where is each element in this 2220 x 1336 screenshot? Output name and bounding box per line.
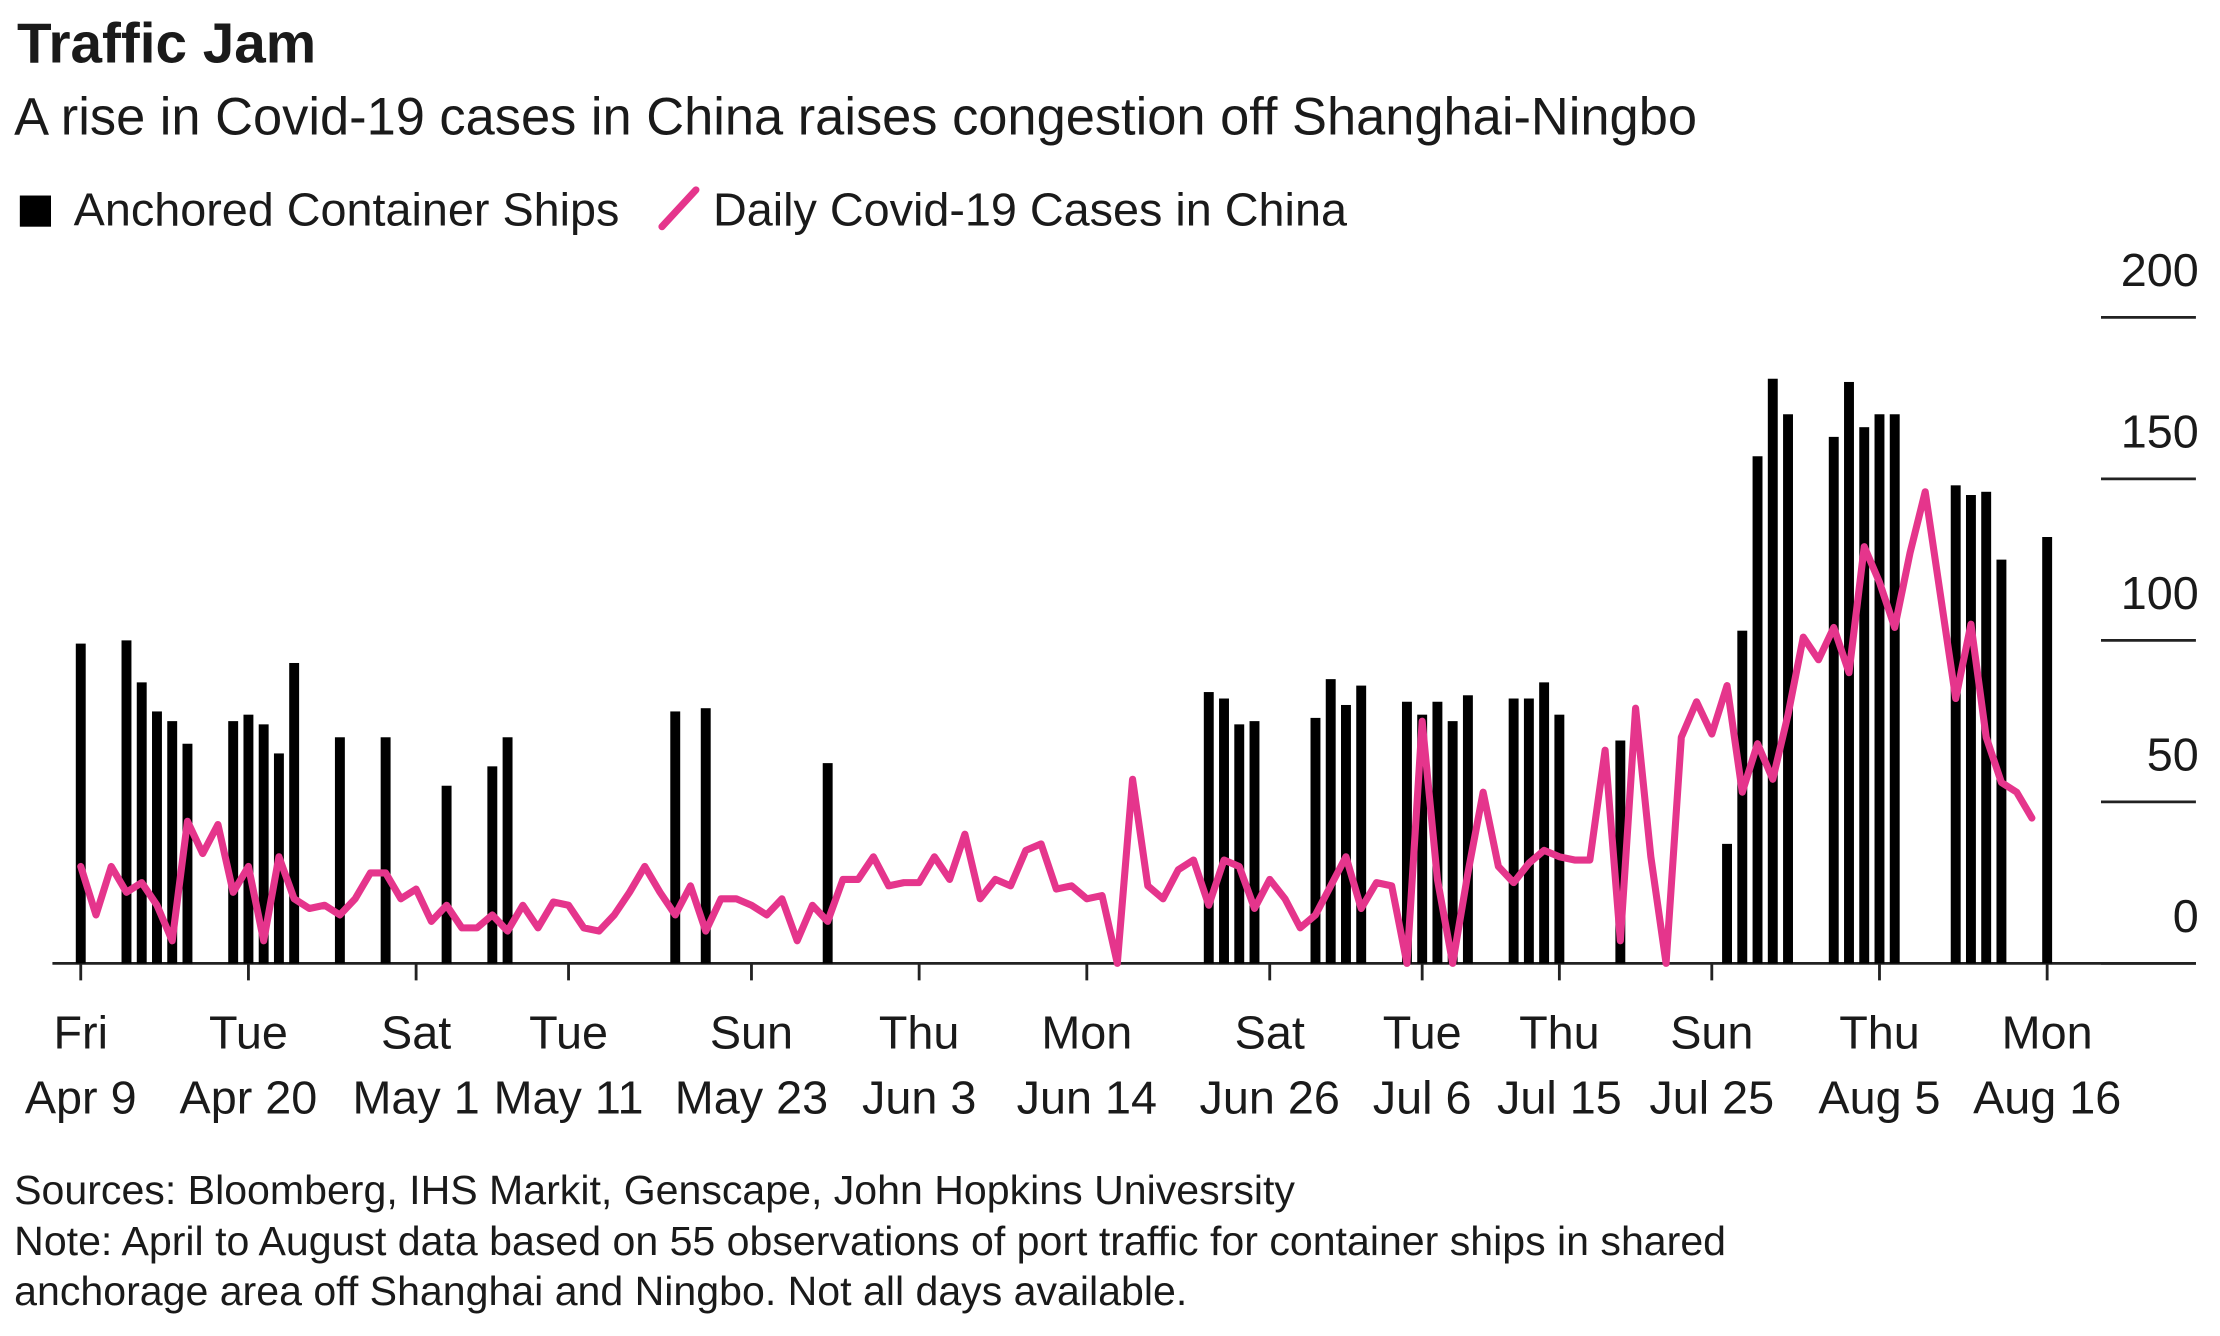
bar xyxy=(1828,436,1839,964)
bar xyxy=(182,743,193,964)
x-tick-label: Sat Jun 26 xyxy=(1200,1006,1340,1123)
bar xyxy=(1462,695,1473,964)
bar xyxy=(1737,630,1748,964)
line xyxy=(77,488,2036,967)
bar xyxy=(1325,679,1336,964)
bar xyxy=(1722,843,1733,964)
bar xyxy=(670,711,681,964)
bar xyxy=(1554,714,1565,964)
legend-swatch xyxy=(658,186,700,231)
bar xyxy=(121,640,132,964)
bar xyxy=(1447,721,1458,964)
bar xyxy=(334,737,345,964)
source: Sources: Bloomberg, IHS Markit, Genscape… xyxy=(14,1167,1295,1213)
x-tick-label: Mon Jun 14 xyxy=(1017,1006,1157,1123)
bar xyxy=(1965,495,1976,964)
bar xyxy=(1203,692,1214,964)
x-tick-label: Sun Jul 25 xyxy=(1649,1006,1774,1123)
x-tick-label: Thu Jun 3 xyxy=(862,1006,976,1123)
bar xyxy=(75,643,86,964)
bar xyxy=(1996,559,2007,964)
y-tick-label: 200 xyxy=(2121,244,2199,296)
legend-label: Anchored Container Ships xyxy=(74,183,620,235)
bar xyxy=(1874,414,1885,964)
y-tick-label: 150 xyxy=(2121,406,2199,458)
bar xyxy=(502,737,513,964)
bar xyxy=(441,785,452,964)
bar xyxy=(1417,714,1428,964)
bar xyxy=(1341,704,1351,964)
bar xyxy=(1950,485,1961,964)
x-tick-label: Tue May 11 xyxy=(494,1006,644,1123)
y-tick-label: 0 xyxy=(2173,890,2199,942)
chart-subtitle: A rise in Covid-19 cases in China raises… xyxy=(14,89,1697,147)
bar xyxy=(1767,378,1778,964)
bar xyxy=(2042,537,2053,964)
bar xyxy=(1523,698,1534,964)
bar xyxy=(167,721,178,964)
bar xyxy=(1752,456,1763,964)
legend-item: Anchored Container Ships xyxy=(19,183,620,235)
y-tick-label: 50 xyxy=(2147,729,2199,781)
note: Note: April to August data based on 55 o… xyxy=(14,1218,1726,1264)
bar xyxy=(1508,698,1519,964)
bar xyxy=(1310,717,1321,964)
x-tick-label: Sat May 1 xyxy=(352,1006,479,1123)
x-tick-label: Tue Jul 6 xyxy=(1373,1006,1472,1123)
bar xyxy=(1432,701,1443,964)
x-tick-label: Thu Aug 5 xyxy=(1818,1006,1940,1123)
bar xyxy=(152,711,162,964)
bar xyxy=(487,766,498,964)
bar xyxy=(1615,740,1626,964)
x-tick-label: Thu Jul 15 xyxy=(1497,1006,1622,1123)
legend-label: Daily Covid-19 Cases in China xyxy=(713,183,1347,235)
bar xyxy=(1783,414,1793,964)
bar xyxy=(1539,682,1550,964)
bar xyxy=(1219,698,1229,964)
x-tick-label: Tue Apr 20 xyxy=(180,1006,318,1123)
chart-title: Traffic Jam xyxy=(17,12,316,75)
note: anchorage area off Shanghai and Ningbo. … xyxy=(14,1268,1187,1314)
bar xyxy=(136,682,147,964)
legend-item: Daily Covid-19 Cases in China xyxy=(658,183,1347,235)
bar xyxy=(1356,685,1367,964)
bar xyxy=(1234,724,1245,964)
bar xyxy=(700,708,711,964)
legend-swatch xyxy=(19,195,52,227)
bar xyxy=(289,662,300,964)
bar xyxy=(380,737,391,964)
bar xyxy=(243,714,254,964)
bar xyxy=(1249,721,1260,964)
bar xyxy=(228,721,239,964)
y-tick-label: 100 xyxy=(2121,567,2199,619)
x-tick-label: Sun May 23 xyxy=(675,1006,828,1123)
bar xyxy=(1859,427,1870,964)
bar xyxy=(1889,414,1900,964)
x-tick-label: Mon Aug 16 xyxy=(1973,1006,2121,1123)
bar xyxy=(258,724,269,964)
bar xyxy=(1401,701,1412,964)
bar xyxy=(822,763,833,964)
x-tick-label: Fri Apr 9 xyxy=(25,1006,137,1123)
